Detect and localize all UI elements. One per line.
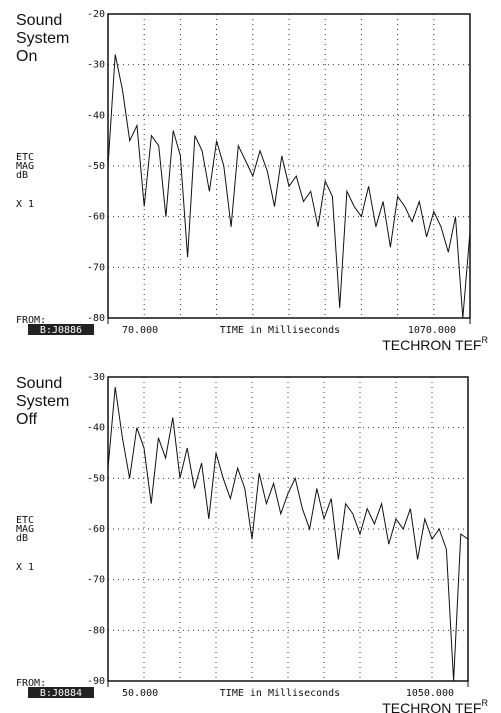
y-tick-label: -50	[87, 161, 105, 172]
y-tick-label: -80	[87, 625, 105, 636]
y-axis-label: MAG	[16, 161, 34, 172]
brand: TECHRON TEFR	[382, 698, 488, 713]
y-tick-label: -30	[87, 372, 105, 383]
y-tick-label: -60	[87, 212, 105, 223]
chart-title: System	[16, 30, 69, 47]
y-tick-label: -70	[87, 575, 105, 586]
y-tick-label: -70	[87, 262, 105, 273]
x-tick-label: 70.000	[122, 325, 158, 336]
chart-title: System	[16, 393, 69, 410]
x-tick-label: 1070.000	[408, 325, 456, 336]
chart-title: Sound	[16, 375, 62, 392]
scale-label: X 1	[16, 562, 34, 573]
y-axis-label: dB	[16, 533, 28, 544]
x-axis-label: TIME in Milliseconds	[220, 688, 340, 699]
x-tick-label: 1050.000	[406, 688, 454, 699]
y-tick-label: -30	[87, 60, 105, 71]
y-tick-label: -20	[87, 9, 105, 20]
from-label: FROM:	[16, 678, 46, 689]
marker-box	[28, 324, 94, 335]
etc-trace	[107, 387, 469, 682]
y-tick-label: -90	[87, 676, 105, 687]
y-tick-label: -40	[87, 110, 105, 121]
y-axis-label: dB	[16, 170, 28, 181]
etc-trace	[107, 54, 471, 319]
brand-name: TECHRON TEF	[382, 700, 481, 713]
y-tick-label: -50	[87, 473, 105, 484]
scale-label: X 1	[16, 199, 34, 210]
y-tick-label: -60	[87, 524, 105, 535]
brand-mark: R	[482, 698, 489, 708]
y-axis-label: ETC	[16, 515, 34, 526]
y-axis-label: MAG	[16, 524, 34, 535]
marker-label: B:J0886	[40, 325, 82, 336]
from-label: FROM:	[16, 315, 46, 326]
chart-title: Sound	[16, 12, 62, 29]
plot-frame	[107, 376, 469, 682]
y-tick-label: -40	[87, 423, 105, 434]
x-tick-label: 50.000	[122, 688, 158, 699]
brand-mark: R	[482, 335, 489, 345]
marker-box	[28, 687, 94, 698]
x-axis-label: TIME in Milliseconds	[220, 325, 340, 336]
y-tick-label: -80	[87, 313, 105, 324]
chart-title: Off	[16, 411, 38, 428]
brand: TECHRON TEFR	[382, 335, 488, 352]
marker-label: B:J0884	[40, 688, 82, 699]
y-axis-label: ETC	[16, 152, 34, 163]
chart-title: On	[16, 48, 37, 65]
brand-name: TECHRON TEF	[382, 337, 481, 353]
